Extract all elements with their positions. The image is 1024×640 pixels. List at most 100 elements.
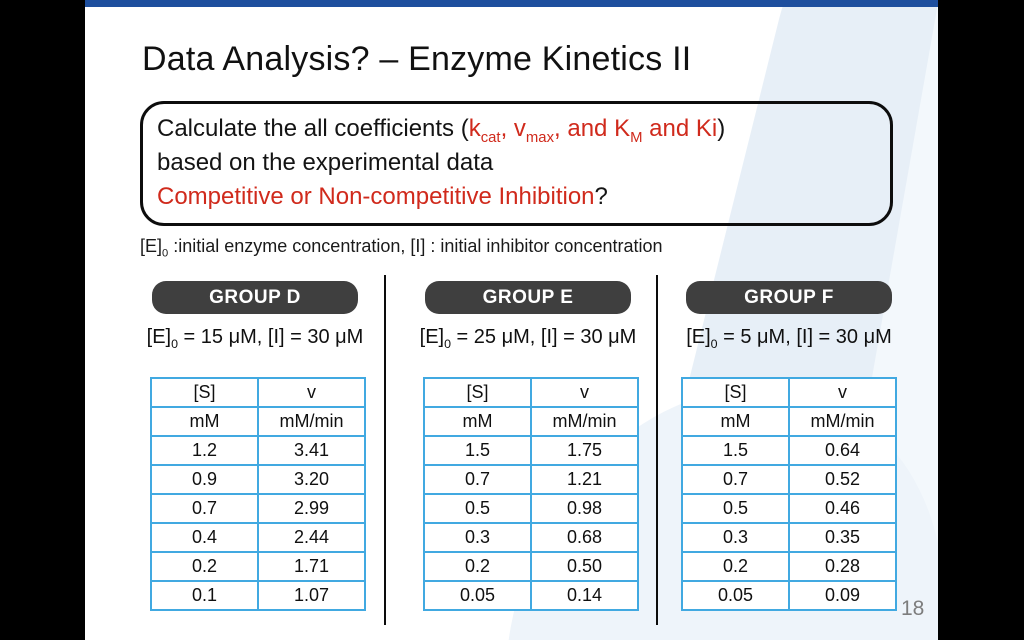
note-e-symbol: [E]	[140, 236, 163, 256]
unit-cell: mM	[423, 406, 532, 437]
slide: Data Analysis? – Enzyme Kinetics II Calc…	[85, 0, 938, 640]
question-line-2: based on the experimental data	[157, 149, 494, 176]
table-cell: 0.28	[788, 551, 897, 582]
table-row: 0.5 0.98	[423, 493, 639, 524]
question-line-3: Competitive or Non-competitive Inhibitio…	[157, 180, 876, 214]
table-row: 0.4 2.44	[150, 522, 366, 553]
km-symbol: , and K	[554, 115, 631, 142]
e-subscript: 0	[710, 337, 718, 351]
table-units-row: mM mM/min	[681, 406, 897, 437]
table-header-row: [S] v	[150, 377, 366, 408]
table-cell: 1.07	[257, 580, 366, 611]
unit-cell: mM/min	[257, 406, 366, 437]
table-cell: 0.64	[788, 435, 897, 466]
e-subscript: 0	[444, 337, 451, 351]
vmax-symbol: , v	[500, 115, 526, 142]
table-row: 0.2 0.50	[423, 551, 639, 582]
table-header-row: [S] v	[423, 377, 639, 408]
table-cell: 0.1	[150, 580, 259, 611]
inhibition-question-text: Competitive or Non-competitive Inhibitio…	[157, 183, 595, 210]
header-cell: [S]	[681, 377, 790, 408]
table-cell: 1.71	[257, 551, 366, 582]
table-cell: 0.4	[150, 522, 259, 553]
table-cell: 0.2	[681, 551, 790, 582]
table-cell: 1.5	[423, 435, 532, 466]
conditions-text: = 15 μM, [I] = 30 μM	[178, 326, 364, 348]
table-cell: 1.75	[530, 435, 639, 466]
vmax-subscript: max	[525, 129, 555, 146]
table-row: 0.9 3.20	[150, 464, 366, 495]
group-d-badge: GROUP D	[152, 281, 358, 314]
table-cell: 1.5	[681, 435, 790, 466]
table-cell: 0.5	[423, 493, 532, 524]
table-cell: 3.20	[257, 464, 366, 495]
table-cell: 0.7	[423, 464, 532, 495]
note-e-subscript: 0	[162, 247, 169, 260]
table-row: 0.05 0.14	[423, 580, 639, 611]
table-row: 0.7 2.99	[150, 493, 366, 524]
table-cell: 0.14	[530, 580, 639, 611]
table-row: 1.2 3.41	[150, 435, 366, 466]
group-f-conditions: [E]0 = 5 μM, [I] = 30 μM	[659, 326, 919, 351]
header-cell: v	[788, 377, 897, 408]
table-cell: 0.7	[681, 464, 790, 495]
table-row: 0.5 0.46	[681, 493, 897, 524]
table-cell: 0.05	[681, 580, 790, 611]
table-cell: 0.46	[788, 493, 897, 524]
table-cell: 0.98	[530, 493, 639, 524]
table-header-row: [S] v	[681, 377, 897, 408]
page-number: 18	[901, 597, 925, 620]
table-row: 0.3 0.35	[681, 522, 897, 553]
group-f-badge: GROUP F	[686, 281, 892, 314]
table-cell: 0.68	[530, 522, 639, 553]
group-e-badge: GROUP E	[425, 281, 631, 314]
table-cell: 0.7	[150, 493, 259, 524]
table-row: 0.1 1.07	[150, 580, 366, 611]
table-cell: 2.44	[257, 522, 366, 553]
table-cell: 0.2	[423, 551, 532, 582]
table-row: 0.2 0.28	[681, 551, 897, 582]
conditions-text: = 5 μM, [I] = 30 μM	[717, 326, 892, 348]
data-table-group-e: [S] v mM mM/min 1.5 1.75 0.7 1.21 0.5 0.98 0.…	[423, 377, 639, 611]
table-cell: 0.9	[150, 464, 259, 495]
table-cell: 0.09	[788, 580, 897, 611]
table-cell: 1.2	[150, 435, 259, 466]
note-text: :initial enzyme concentration, [I] : ini…	[168, 236, 663, 256]
e-subscript: 0	[171, 337, 178, 351]
top-accent-bar	[85, 0, 938, 7]
line1-open-text: Calculate the all coefficients (	[157, 115, 469, 142]
data-table-group-f: [S] v mM mM/min 1.5 0.64 0.7 0.52 0.5 0.46 0.…	[681, 377, 897, 611]
question-line-1: Calculate the all coefficients (kcat, vm…	[157, 112, 876, 146]
table-cell: 0.3	[423, 522, 532, 553]
table-cell: 0.05	[423, 580, 532, 611]
column-divider	[656, 275, 658, 625]
table-row: 1.5 1.75	[423, 435, 639, 466]
slide-title: Data Analysis? – Enzyme Kinetics II	[142, 40, 692, 78]
table-row: 0.3 0.68	[423, 522, 639, 553]
table-row: 0.05 0.09	[681, 580, 897, 611]
e-symbol: [E]	[686, 326, 711, 348]
table-cell: 2.99	[257, 493, 366, 524]
question-box: Calculate the all coefficients (kcat, vm…	[140, 101, 893, 226]
e-symbol: [E]	[419, 326, 445, 348]
unit-cell: mM/min	[530, 406, 639, 437]
table-cell: 0.2	[150, 551, 259, 582]
table-cell: 1.21	[530, 464, 639, 495]
definitions-note: [E]0 :initial enzyme concentration, [I] …	[140, 236, 663, 260]
table-cell: 3.41	[257, 435, 366, 466]
table-row: 0.7 1.21	[423, 464, 639, 495]
table-cell: 0.50	[530, 551, 639, 582]
table-row: 0.2 1.71	[150, 551, 366, 582]
unit-cell: mM	[150, 406, 259, 437]
group-d-conditions: [E]0 = 15 μM, [I] = 30 μM	[125, 326, 385, 351]
unit-cell: mM	[681, 406, 790, 437]
line1-close-text: )	[717, 115, 726, 142]
e-symbol: [E]	[146, 326, 172, 348]
ki-symbol: and Ki	[642, 115, 718, 142]
group-e-conditions: [E]0 = 25 μM, [I] = 30 μM	[398, 326, 658, 351]
table-cell: 0.3	[681, 522, 790, 553]
header-cell: [S]	[423, 377, 532, 408]
kcat-symbol: k	[468, 115, 481, 142]
header-cell: [S]	[150, 377, 259, 408]
